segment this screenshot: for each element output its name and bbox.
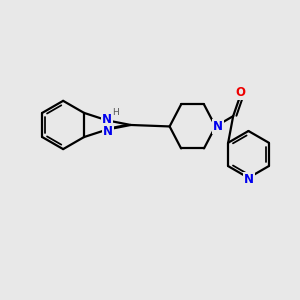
Text: N: N	[244, 173, 254, 186]
Text: H: H	[112, 108, 119, 117]
Text: N: N	[213, 120, 223, 133]
Text: O: O	[236, 86, 245, 99]
Text: N: N	[103, 124, 113, 138]
Text: N: N	[102, 113, 112, 126]
